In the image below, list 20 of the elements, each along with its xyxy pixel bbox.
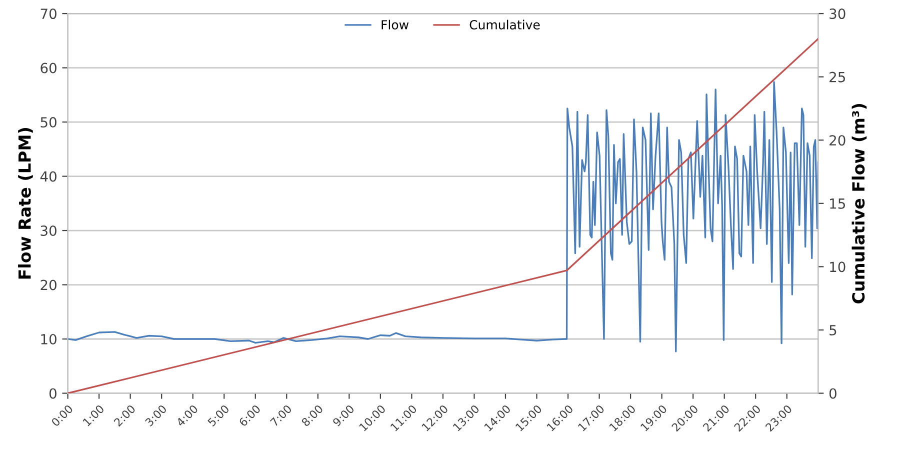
y-tick-label: 60 — [40, 62, 56, 74]
legend-label: Cumulative — [470, 20, 540, 30]
y-tick-label: 40 — [40, 171, 56, 182]
y-tick-label: 70 — [40, 8, 56, 20]
y2-tick-label: 20 — [830, 135, 846, 146]
y-tick-label: 20 — [40, 280, 56, 290]
y2-tick-label: 5 — [830, 325, 836, 336]
y-axis-title: Flow Rate (LPM) — [18, 128, 33, 279]
legend-label: Flow — [382, 20, 409, 30]
y2-tick-label: 0 — [829, 388, 836, 399]
y-tick-label: 0 — [49, 388, 56, 399]
y2-tick-label: 25 — [830, 72, 845, 82]
y-tick-label: 30 — [40, 225, 56, 236]
y-tick-label: 50 — [40, 117, 56, 128]
y2-tick-label: 15 — [830, 198, 845, 209]
y2-tick-label: 30 — [830, 8, 846, 20]
y2-axis-title: Cumulative Flow (m³) — [852, 104, 867, 304]
line-series — [68, 81, 818, 352]
y2-tick-label: 10 — [830, 262, 846, 272]
y-tick-label: 10 — [41, 334, 56, 344]
